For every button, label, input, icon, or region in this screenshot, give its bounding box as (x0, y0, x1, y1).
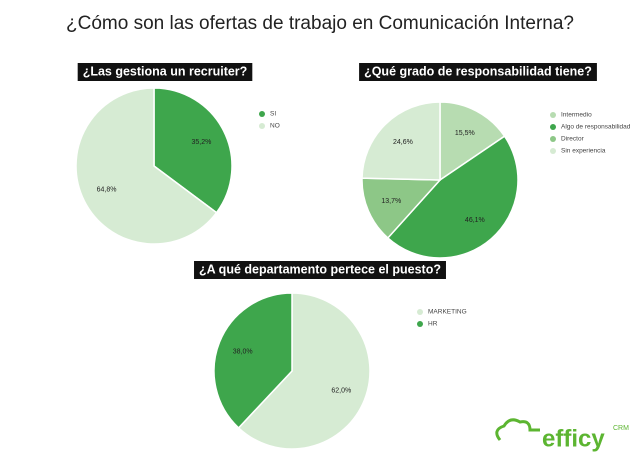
legend-label: NO (270, 123, 280, 130)
chart-title: ¿A qué departamento pertece el puesto? (199, 262, 441, 276)
pie-slice (361, 101, 441, 181)
pie-slice (237, 292, 371, 450)
legend-swatch (550, 112, 556, 118)
chart-title-box (194, 261, 446, 279)
logo-name: efficy (542, 425, 605, 452)
chart-title-box (77, 63, 253, 81)
pie-chart: ¿A qué departamento pertece el puesto? 62… (194, 261, 467, 450)
legend-label: SI (270, 111, 276, 118)
legend-label: MARKETING (428, 309, 467, 316)
legend-label: Intermedio (561, 112, 592, 119)
slice-label: 13,7% (381, 198, 401, 205)
chart-title-box (359, 63, 597, 81)
pie-slice (386, 135, 519, 259)
pie-chart: ¿Las gestiona un recruiter? 35,2% SI 64,8% N… (75, 63, 280, 245)
pie-slice (75, 87, 218, 245)
slice-label: 24,6% (393, 139, 413, 146)
pie-chart: ¿Qué grado de responsabilidad tiene? 15,5… (359, 63, 631, 259)
slice-label: 64,8% (97, 187, 117, 194)
legend-label: Sin experiencia (561, 148, 606, 155)
legend-label: Algo de responsabilidad (561, 124, 631, 131)
logo-icon (495, 418, 540, 441)
logo: efficy CRM (495, 418, 629, 452)
legend-swatch (417, 309, 423, 315)
legend-swatch (550, 136, 556, 142)
legend-label: HR (428, 321, 438, 328)
slice-label: 38,0% (233, 348, 253, 355)
page-title: ¿Cómo son las ofertas de trabajo en Comu… (66, 13, 574, 34)
pie-slice (213, 292, 293, 429)
legend-swatch (259, 111, 265, 117)
legend-swatch (259, 123, 265, 129)
slice-label: 62,0% (331, 387, 351, 394)
pie-slice (153, 87, 233, 214)
legend-swatch (417, 321, 423, 327)
chart-title: ¿Qué grado de responsabilidad tiene? (364, 64, 592, 78)
logo-suffix: CRM (613, 425, 629, 432)
legend-swatch (550, 148, 556, 154)
slice-label: 46,1% (465, 217, 485, 224)
pie-slice (439, 101, 506, 182)
legend-swatch (550, 124, 556, 130)
chart-title: ¿Las gestiona un recruiter? (83, 64, 248, 78)
pie-slice (361, 177, 442, 240)
legend-label: Director (561, 136, 585, 143)
slice-label: 15,5% (455, 130, 475, 137)
slice-label: 35,2% (191, 139, 211, 146)
